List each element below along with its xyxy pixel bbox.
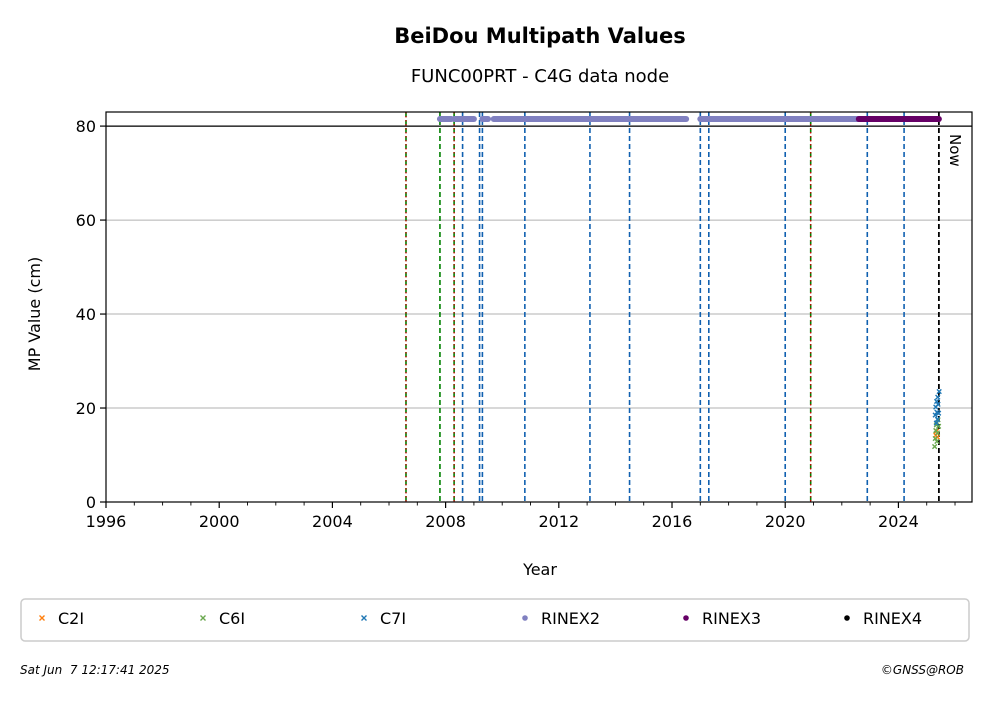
data-point-c7i xyxy=(936,388,942,395)
legend-marker-c6i xyxy=(200,615,206,621)
plot-area: Now 0 20 40 60 80 1996 2000 2004 2008 2012 2016 2020… xyxy=(76,111,973,531)
legend-marker-rinex3 xyxy=(683,615,689,621)
data-point-c6i xyxy=(934,430,941,436)
chart-subtitle: FUNC00PRT - C4G data node xyxy=(411,66,669,87)
x-tick-label: 2024 xyxy=(878,512,919,531)
data-point-c7i xyxy=(935,394,941,400)
data-point-c7i xyxy=(932,412,938,418)
legend-marker-c7i xyxy=(361,615,367,621)
data-point-c7i xyxy=(934,416,941,422)
legend-label-c2i: C2I xyxy=(58,609,84,628)
legend-label-c6i: C6I xyxy=(219,609,245,628)
data-point-c7i xyxy=(935,410,942,416)
data-point-c6i xyxy=(935,423,942,430)
data-point-c7i xyxy=(933,398,940,405)
x-tick-label: 2008 xyxy=(425,512,466,531)
now-label: Now xyxy=(946,134,964,167)
x-tick-label: 2004 xyxy=(312,512,353,531)
y-tick-label: 80 xyxy=(76,117,96,136)
x-tick-label: 2000 xyxy=(199,512,240,531)
footer-copyright: ©GNSS@ROB xyxy=(881,663,964,677)
x-axis-label: Year xyxy=(522,560,557,579)
data-point-c6i xyxy=(934,438,940,445)
legend-marker-c2i xyxy=(39,615,45,621)
x-tick-label: 2020 xyxy=(765,512,806,531)
data-point-c7i xyxy=(933,420,940,426)
data-point-c6i xyxy=(932,435,938,442)
chart-title: BeiDou Multipath Values xyxy=(394,24,686,48)
legend-label-rinex3: RINEX3 xyxy=(702,609,761,628)
plot-frame xyxy=(105,111,973,503)
y-tick-label: 0 xyxy=(86,493,96,512)
y-tick-label: 20 xyxy=(76,399,96,418)
data-point-c6i xyxy=(931,443,938,450)
x-tick-label: 2016 xyxy=(652,512,693,531)
x-tick-label: 2012 xyxy=(538,512,579,531)
legend: C2I C6I C7I RINEX2 RINEX3 RINEX4 xyxy=(20,598,970,642)
footer-timestamp: Sat Jun 7 12:17:41 2025 xyxy=(20,663,170,677)
legend-label-c7i: C7I xyxy=(380,609,406,628)
legend-marker-rinex4 xyxy=(844,615,850,621)
data-point-c7i xyxy=(935,401,941,407)
y-tick-label: 60 xyxy=(76,211,96,230)
y-axis-label: MP Value (cm) xyxy=(25,257,44,371)
legend-label-rinex4: RINEX4 xyxy=(863,609,922,628)
legend-marker-rinex2 xyxy=(522,615,528,621)
y-tick-label: 40 xyxy=(76,305,96,324)
legend-label-rinex2: RINEX2 xyxy=(541,609,600,628)
legend-box xyxy=(20,598,970,642)
x-tick-label: 1996 xyxy=(86,512,127,531)
